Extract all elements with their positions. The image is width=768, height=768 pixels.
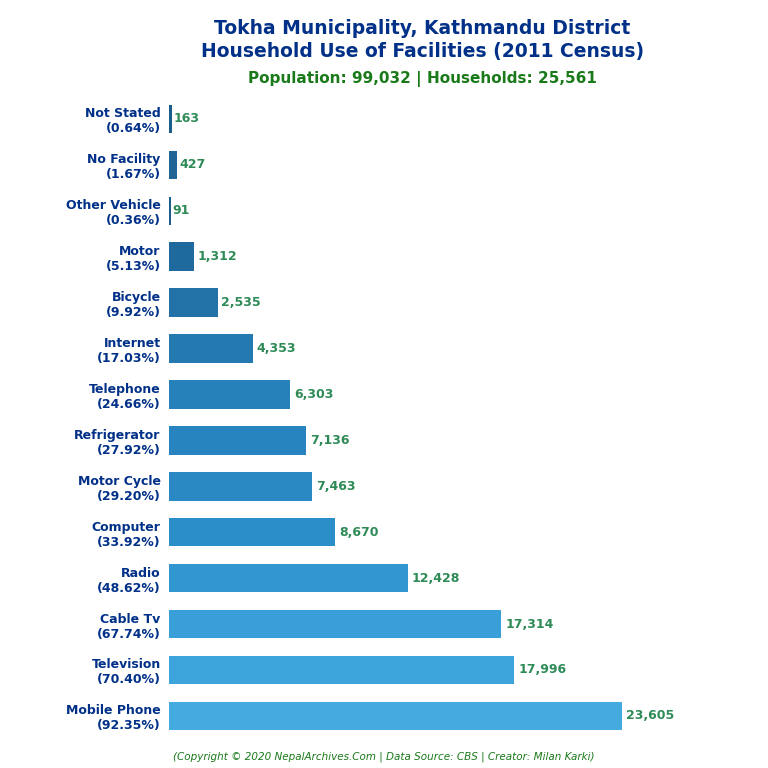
- Text: 8,670: 8,670: [339, 526, 379, 538]
- Text: 427: 427: [179, 158, 205, 171]
- Text: 2,535: 2,535: [221, 296, 261, 309]
- Text: 6,303: 6,303: [294, 388, 333, 401]
- Text: Household Use of Facilities (2011 Census): Household Use of Facilities (2011 Census…: [201, 42, 644, 61]
- Text: 1,312: 1,312: [198, 250, 237, 263]
- Text: 17,996: 17,996: [518, 664, 567, 677]
- Bar: [169, 104, 172, 133]
- Bar: [169, 472, 313, 501]
- Text: 4,353: 4,353: [257, 342, 296, 355]
- Text: 91: 91: [173, 204, 190, 217]
- Text: Tokha Municipality, Kathmandu District: Tokha Municipality, Kathmandu District: [214, 19, 631, 38]
- Bar: [169, 243, 194, 271]
- Text: Population: 99,032 | Households: 25,561: Population: 99,032 | Households: 25,561: [248, 71, 597, 87]
- Bar: [169, 289, 217, 317]
- Bar: [169, 564, 408, 592]
- Text: (Copyright © 2020 NepalArchives.Com | Data Source: CBS | Creator: Milan Karki): (Copyright © 2020 NepalArchives.Com | Da…: [174, 751, 594, 762]
- Bar: [169, 197, 170, 225]
- Bar: [169, 334, 253, 362]
- Text: 12,428: 12,428: [412, 571, 460, 584]
- Text: 7,136: 7,136: [310, 434, 349, 447]
- Text: 7,463: 7,463: [316, 480, 356, 493]
- Bar: [169, 610, 502, 638]
- Text: 17,314: 17,314: [505, 617, 554, 631]
- Bar: [169, 380, 290, 409]
- Bar: [169, 426, 306, 455]
- Text: 163: 163: [174, 112, 200, 125]
- Text: 23,605: 23,605: [626, 710, 674, 723]
- Bar: [169, 656, 515, 684]
- Bar: [169, 702, 622, 730]
- Bar: [169, 151, 177, 179]
- Bar: [169, 518, 336, 546]
